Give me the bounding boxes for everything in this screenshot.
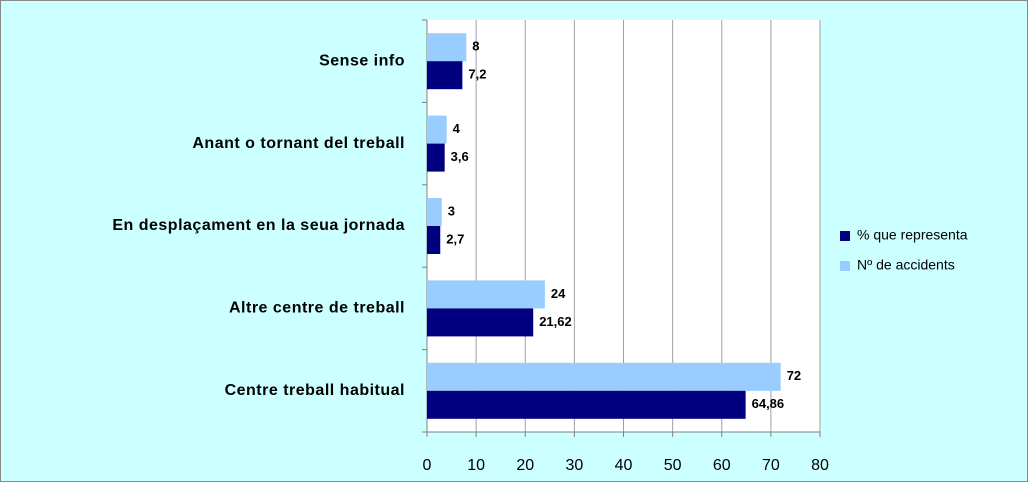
bar [427, 198, 442, 226]
data-label: 3 [448, 203, 455, 218]
x-tick-label: 80 [811, 457, 829, 474]
y-tick-label: Sense info [319, 52, 405, 69]
legend-label: % que representa [857, 227, 968, 243]
data-label: 24 [551, 286, 566, 301]
legend-label: Nº de accidents [857, 257, 955, 273]
y-tick-label: Centre treball habitual [225, 382, 405, 399]
data-label: 3,6 [451, 149, 469, 164]
data-label: 7,2 [468, 67, 486, 82]
bar [427, 115, 447, 144]
bar [427, 143, 445, 172]
bar [427, 226, 441, 254]
legend-swatch [840, 231, 850, 241]
data-label: 72 [787, 368, 801, 383]
y-tick-label: En desplaçament en la seua jornada [112, 217, 405, 234]
bar [427, 61, 463, 90]
data-label: 64,86 [752, 396, 785, 411]
data-label: 21,62 [539, 314, 572, 329]
x-tick-label: 30 [565, 457, 583, 474]
x-tick-label: 70 [762, 457, 780, 474]
x-tick-label: 10 [467, 457, 485, 474]
data-label: 2,7 [446, 231, 464, 246]
bar [427, 390, 746, 419]
x-tick-label: 20 [516, 457, 534, 474]
y-tick-label: Altre centre de treball [229, 300, 405, 317]
x-tick-label: 60 [713, 457, 731, 474]
x-tick-label: 0 [423, 457, 432, 474]
x-tick-label: 40 [615, 457, 633, 474]
bar [427, 33, 467, 62]
bar [427, 362, 781, 391]
y-tick-label: Anant o tornant del treball [192, 135, 405, 152]
bar [427, 308, 534, 337]
data-label: 8 [472, 39, 479, 54]
legend-swatch [840, 261, 850, 271]
bar [427, 280, 545, 309]
data-label: 4 [453, 121, 461, 136]
x-tick-label: 50 [664, 457, 682, 474]
